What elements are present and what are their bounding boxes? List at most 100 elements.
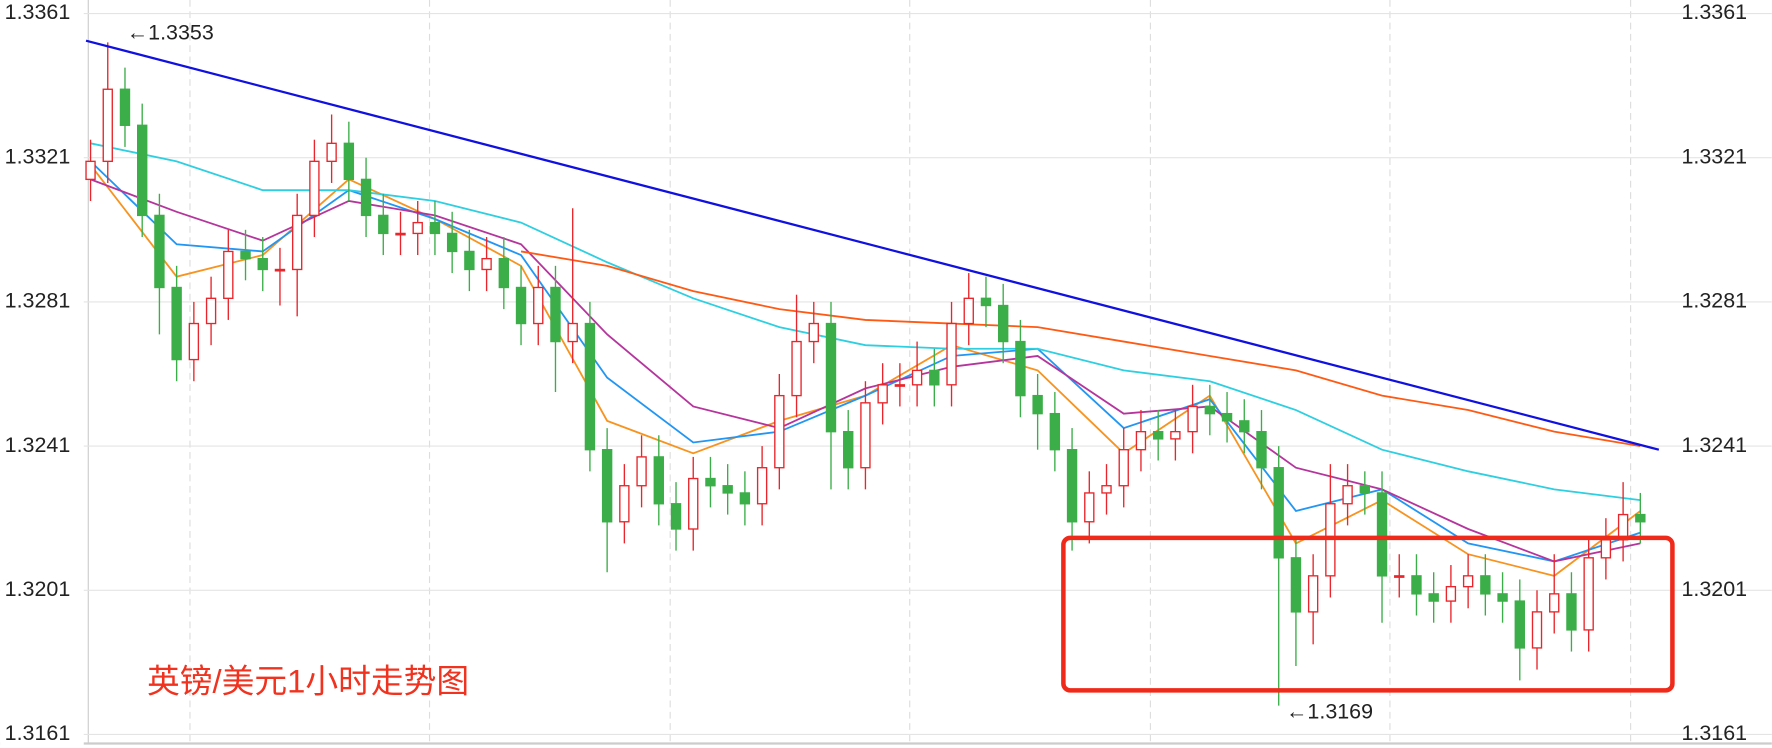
candle-body bbox=[894, 384, 906, 387]
candle-body bbox=[601, 449, 613, 523]
label-bg bbox=[0, 722, 84, 747]
y-tick-label-right: 1.3281 bbox=[1681, 289, 1747, 313]
candle-body bbox=[1462, 575, 1474, 588]
candle-body bbox=[1583, 557, 1594, 631]
candle-body bbox=[1445, 585, 1457, 602]
candle-body bbox=[171, 286, 182, 361]
candle-body bbox=[997, 304, 1009, 343]
candle-body bbox=[636, 456, 647, 487]
candle-body bbox=[1032, 394, 1043, 415]
candle-body bbox=[395, 232, 406, 236]
annotation: ←1.3169 bbox=[1286, 700, 1373, 724]
candle-body bbox=[446, 232, 458, 253]
candle-body bbox=[670, 503, 682, 530]
candle-body bbox=[429, 221, 441, 235]
y-tick-label: 1.3281 bbox=[5, 289, 71, 313]
candle-body bbox=[1204, 405, 1216, 415]
candle-body bbox=[274, 268, 286, 272]
highlight-box bbox=[1061, 535, 1675, 693]
candle-body bbox=[378, 214, 389, 235]
candle-body bbox=[1342, 485, 1353, 505]
y-tick-label-right: 1.3201 bbox=[1681, 577, 1747, 601]
candle-body bbox=[808, 322, 819, 343]
candles bbox=[85, 42, 1646, 706]
candle-body bbox=[774, 394, 785, 469]
candle-body bbox=[688, 477, 699, 530]
candle-body bbox=[412, 221, 423, 235]
candle-body bbox=[1101, 485, 1112, 494]
candle-body bbox=[791, 340, 802, 397]
candle-body bbox=[343, 142, 355, 181]
candle-body bbox=[1049, 412, 1061, 451]
candle-body bbox=[1118, 449, 1129, 487]
candle-body bbox=[567, 322, 578, 343]
candle-body bbox=[1239, 420, 1250, 433]
candle-body bbox=[1187, 405, 1198, 433]
candle-body bbox=[119, 88, 131, 126]
candle-body bbox=[653, 456, 664, 505]
candle-body bbox=[756, 467, 768, 505]
candle-body bbox=[1394, 575, 1405, 578]
candle-body bbox=[1221, 412, 1233, 422]
candle-body bbox=[1497, 593, 1508, 602]
y-tick-label: 1.3161 bbox=[5, 721, 71, 745]
candle-body bbox=[1566, 593, 1577, 631]
grid bbox=[0, 12, 1772, 736]
candle-body bbox=[309, 160, 320, 217]
candle-body bbox=[739, 492, 751, 505]
candle-body bbox=[1531, 611, 1543, 649]
y-tick-label-right: 1.3321 bbox=[1681, 144, 1747, 168]
candle-body bbox=[1273, 467, 1284, 559]
candle-body bbox=[825, 322, 837, 433]
candle-body bbox=[326, 142, 337, 163]
candle-body bbox=[1152, 430, 1164, 440]
candle-body bbox=[1549, 593, 1560, 613]
label-bg bbox=[0, 1, 84, 26]
y-tick-label-right: 1.3361 bbox=[1681, 0, 1747, 24]
candle-body bbox=[860, 402, 871, 469]
candle-body bbox=[1480, 575, 1491, 595]
label-bg bbox=[0, 433, 84, 459]
candle-body bbox=[963, 297, 974, 325]
candle-body bbox=[464, 250, 475, 271]
candle-body bbox=[584, 322, 596, 451]
candle-body bbox=[360, 178, 372, 217]
candle-body bbox=[1084, 492, 1095, 523]
candle-body bbox=[223, 250, 234, 299]
candle-body bbox=[911, 369, 923, 386]
candle-body bbox=[1411, 575, 1422, 595]
candle-body bbox=[1015, 340, 1026, 397]
candle-body bbox=[498, 257, 510, 289]
candle-body bbox=[515, 286, 527, 325]
candle-body bbox=[722, 485, 733, 494]
candle-body bbox=[291, 214, 303, 271]
candle-body bbox=[877, 384, 888, 404]
candle-body bbox=[257, 257, 268, 271]
candle-body bbox=[137, 124, 148, 217]
candle-body bbox=[188, 322, 200, 361]
candle-body bbox=[1376, 492, 1388, 577]
candle-body bbox=[1170, 430, 1181, 440]
label-bg bbox=[0, 145, 84, 171]
y-tick-label-right: 1.3161 bbox=[1681, 721, 1747, 745]
candle-body bbox=[1256, 430, 1267, 469]
candle-body bbox=[1290, 557, 1302, 613]
candle-body bbox=[1066, 449, 1078, 523]
candle-body bbox=[1307, 575, 1319, 613]
candle-body bbox=[154, 214, 165, 289]
y-tick-label: 1.3321 bbox=[5, 144, 71, 168]
annotation: ←1.3353 bbox=[127, 21, 214, 45]
candle-body bbox=[946, 322, 957, 386]
trend-line bbox=[85, 39, 1660, 451]
candle-body bbox=[481, 257, 492, 271]
candle-body bbox=[533, 286, 544, 325]
chart-title: 英镑/美元1小时走势图 bbox=[147, 662, 469, 699]
candle-body bbox=[550, 286, 561, 343]
candle-body bbox=[1135, 430, 1147, 451]
candle-body bbox=[1600, 539, 1612, 559]
y-tick-label: 1.3241 bbox=[5, 433, 71, 457]
y-tick-label-right: 1.3241 bbox=[1681, 433, 1747, 457]
